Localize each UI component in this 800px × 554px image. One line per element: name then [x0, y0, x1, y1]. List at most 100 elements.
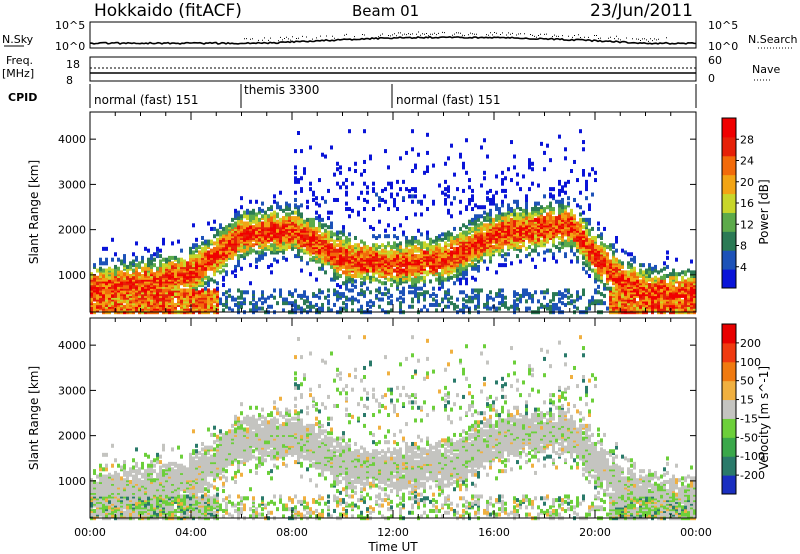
power-cell	[363, 197, 366, 202]
power-cell	[429, 250, 432, 255]
power-cell	[546, 205, 549, 210]
power-cell	[591, 239, 594, 244]
power-cell	[366, 185, 369, 190]
power-cell	[348, 297, 351, 302]
power-cell	[414, 187, 417, 192]
power-cell	[180, 299, 183, 304]
power-cell	[552, 187, 555, 192]
power-cell	[315, 210, 318, 215]
power-cell	[471, 194, 474, 199]
power-cell	[147, 266, 150, 271]
power-cell	[219, 239, 222, 244]
power-cell	[561, 241, 564, 246]
power-cell	[261, 245, 264, 250]
power-cell	[576, 203, 579, 208]
power-cell	[648, 301, 651, 306]
power-cell	[360, 239, 363, 244]
power-cell	[495, 174, 498, 179]
power-cell	[243, 214, 246, 219]
power-cell	[642, 270, 645, 275]
power-cell	[378, 297, 381, 302]
power-cell	[420, 199, 423, 204]
power-cell	[225, 225, 228, 230]
power-cell	[501, 221, 504, 226]
power-cell	[459, 290, 462, 295]
power-cell	[582, 217, 585, 222]
power-cell	[381, 281, 384, 286]
power-cell	[303, 243, 306, 248]
power-cell	[315, 308, 318, 313]
power-cell	[336, 283, 339, 288]
power-cell	[414, 212, 417, 217]
power-cell	[261, 201, 264, 206]
power-cell	[237, 295, 240, 300]
power-cell	[354, 243, 357, 248]
power-cell	[438, 250, 441, 255]
power-cell	[501, 178, 504, 183]
power-cell	[105, 268, 108, 273]
power-cell	[585, 237, 588, 242]
power-cell	[288, 207, 291, 212]
power-cell	[93, 302, 96, 307]
power-cell	[240, 205, 243, 210]
power-cell	[477, 223, 480, 228]
power-cell	[387, 295, 390, 300]
freq-strip: Freq. [MHz] 18 8 60 0 Nave	[2, 54, 780, 87]
power-cell	[327, 230, 330, 235]
power-cell	[393, 245, 396, 250]
power-cell	[174, 292, 177, 297]
power-cell	[282, 297, 285, 302]
power-cell	[654, 268, 657, 273]
power-cell	[99, 261, 102, 266]
power-cell	[117, 257, 120, 262]
power-cell	[453, 196, 456, 201]
power-cell	[447, 304, 450, 309]
power-cell	[156, 295, 159, 300]
power-cell	[501, 188, 504, 193]
power-cell	[456, 234, 459, 239]
power-cell	[510, 261, 513, 266]
power-cell	[312, 292, 315, 297]
power-cell	[582, 255, 585, 260]
power-cell	[519, 221, 522, 226]
power-cell	[171, 261, 174, 266]
power-cell	[447, 156, 450, 161]
power-cell	[513, 290, 516, 295]
power-cell	[348, 207, 351, 212]
power-cell	[516, 306, 519, 311]
power-cell	[417, 199, 420, 204]
power-cell	[648, 266, 651, 271]
power-cell	[126, 299, 129, 304]
power-cell	[366, 199, 369, 204]
power-cell	[207, 221, 210, 226]
power-cell	[597, 221, 600, 226]
power-cell	[435, 302, 438, 307]
power-cell	[132, 268, 135, 273]
power-cell	[591, 226, 594, 231]
power-cell	[330, 264, 333, 269]
power-cell	[339, 239, 342, 244]
power-cell	[669, 284, 672, 289]
power-cell	[105, 281, 108, 286]
power-cell	[390, 192, 393, 197]
power-cell	[147, 257, 150, 262]
power-cell	[156, 266, 159, 271]
power-cell	[465, 138, 468, 143]
power-cell	[489, 201, 492, 206]
power-cell	[597, 284, 600, 289]
nsky-tick-bottom: 10^0	[55, 40, 85, 53]
cpid-segment-1: normal (fast) 151	[94, 93, 198, 107]
power-cell	[459, 232, 462, 237]
power-cell	[381, 243, 384, 248]
power-cell	[552, 237, 555, 242]
power-cell	[555, 245, 558, 250]
power-cell	[396, 277, 399, 282]
power-cell	[225, 235, 228, 240]
power-cell	[594, 178, 597, 183]
power-cell	[399, 301, 402, 306]
power-cell	[558, 290, 561, 295]
power-cell	[543, 295, 546, 300]
power-cell	[321, 263, 324, 268]
power-cell	[471, 234, 474, 239]
power-cell	[330, 243, 333, 248]
